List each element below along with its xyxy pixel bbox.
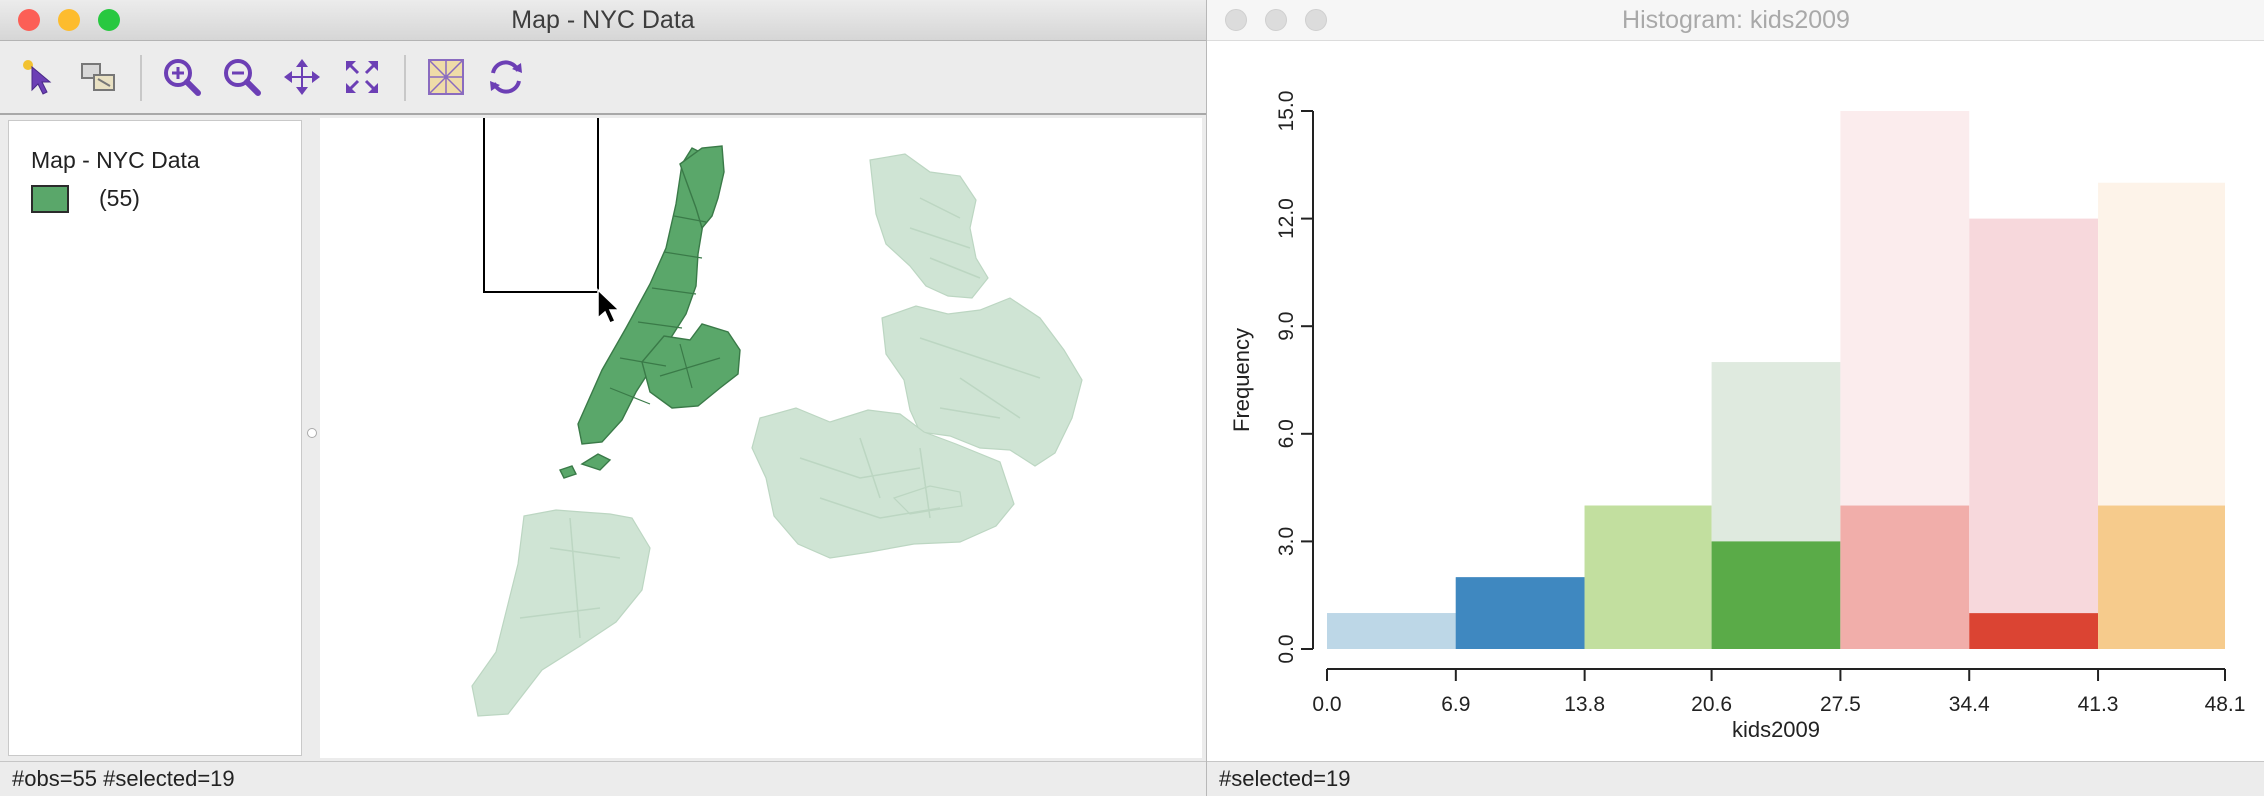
- x-tick-label: 20.6: [1691, 693, 1732, 716]
- mouse-cursor-icon: [597, 288, 621, 324]
- histogram-selected-bar-2[interactable]: [1584, 505, 1712, 649]
- map-toolbar: [0, 41, 1206, 115]
- zoom-out-icon: [224, 59, 261, 96]
- x-tick-label: 41.3: [2078, 693, 2119, 716]
- splitter-grip[interactable]: [307, 428, 317, 438]
- histogram-bar-5[interactable]: [1969, 218, 2099, 649]
- zoom-in-button[interactable]: [160, 55, 204, 99]
- selected-island[interactable]: [580, 453, 612, 471]
- close-window-button[interactable]: [18, 9, 40, 31]
- zoom-in-icon: [164, 59, 201, 96]
- legend-swatch[interactable]: [31, 185, 69, 213]
- close-window-button[interactable]: [1225, 9, 1247, 31]
- y-tick-label: 3.0: [1275, 527, 1298, 556]
- histogram-selected-bar-4[interactable]: [1840, 505, 1970, 649]
- legend-panel: Map - NYC Data (55): [8, 120, 302, 756]
- histogram-chart[interactable]: 0.0 3.0 6.0 9.0 12.0 15.0 Frequency 0.0 6.9 13.8 2…: [1207, 41, 2264, 761]
- map-status-text: #obs=55 #selected=19: [12, 766, 235, 791]
- x-tick-label: 27.5: [1820, 693, 1861, 716]
- pan-icon: [284, 59, 320, 95]
- select-pointer-icon: [23, 60, 52, 95]
- x-tick-label: 6.9: [1441, 693, 1470, 716]
- panel-splitter[interactable]: [306, 120, 318, 760]
- map-titlebar[interactable]: Map - NYC Data: [0, 0, 1206, 41]
- map-layer-icon: [428, 59, 464, 95]
- map-canvas[interactable]: [320, 107, 1202, 758]
- histogram-selected-bar-5[interactable]: [1969, 613, 2099, 649]
- select-tool-button[interactable]: [18, 55, 62, 99]
- y-tick-label: 6.0: [1275, 419, 1298, 448]
- histogram-selected-bar-3[interactable]: [1711, 541, 1841, 649]
- histogram-window: Histogram: kids2009 0.0 3.0 6.0 9.0 12.0 15.0…: [1206, 0, 2264, 796]
- toolbar-separator: [404, 55, 406, 101]
- selection-rectangle[interactable]: [483, 107, 599, 293]
- pan-button[interactable]: [280, 55, 324, 99]
- x-tick-label: 34.4: [1949, 693, 1990, 716]
- map-statusbar: #obs=55 #selected=19: [0, 761, 1206, 796]
- histogram-titlebar[interactable]: Histogram: kids2009: [1207, 0, 2264, 41]
- minimize-window-button[interactable]: [1265, 9, 1287, 31]
- selection-shape-icon: [81, 63, 115, 91]
- minimize-window-button[interactable]: [58, 9, 80, 31]
- zoom-window-button[interactable]: [98, 9, 120, 31]
- histogram-selected-bar-0[interactable]: [1327, 613, 1456, 649]
- queens-region[interactable]: [881, 297, 1083, 467]
- map-layer-button[interactable]: [424, 55, 468, 99]
- selected-regions[interactable]: [559, 145, 741, 479]
- histogram-window-title: Histogram: kids2009: [1622, 6, 1850, 34]
- x-tick-label: 48.1: [2205, 693, 2246, 716]
- x-tick-label: 0.0: [1312, 693, 1341, 716]
- selection-shape-button[interactable]: [76, 55, 120, 99]
- y-axis-label: Frequency: [1229, 328, 1254, 432]
- legend-title: Map - NYC Data: [31, 147, 200, 173]
- legend-category-count: (55): [99, 185, 140, 211]
- y-tick-label: 0.0: [1275, 634, 1298, 663]
- x-tick-label: 13.8: [1564, 693, 1605, 716]
- zoom-window-button[interactable]: [1305, 9, 1327, 31]
- histogram-status-text: #selected=19: [1219, 766, 1351, 791]
- unselected-regions[interactable]: [471, 153, 1083, 717]
- y-tick-label: 15.0: [1275, 91, 1298, 132]
- brooklyn-region[interactable]: [751, 407, 1015, 559]
- refresh-icon: [490, 60, 522, 94]
- zoom-out-button[interactable]: [220, 55, 264, 99]
- selected-island[interactable]: [559, 465, 577, 479]
- histogram-statusbar: #selected=19: [1207, 761, 2264, 796]
- bronx-region[interactable]: [869, 153, 989, 299]
- fit-to-window-button[interactable]: [340, 55, 384, 99]
- x-axis-label: kids2009: [1732, 717, 1820, 742]
- nyc-map[interactable]: [320, 107, 1202, 758]
- upper-manhattan-region[interactable]: [679, 145, 725, 230]
- western-queens-region[interactable]: [641, 323, 741, 409]
- toolbar-separator: [140, 55, 142, 101]
- y-tick-label: 12.0: [1275, 198, 1298, 239]
- refresh-button[interactable]: [484, 55, 528, 99]
- histogram-selected-bar-1[interactable]: [1455, 577, 1585, 649]
- histogram-selected-bar-6[interactable]: [2098, 505, 2225, 649]
- map-window: Map - NYC Data: [0, 0, 1206, 796]
- map-window-title: Map - NYC Data: [511, 6, 695, 34]
- fit-to-window-icon: [346, 61, 378, 93]
- y-tick-label: 9.0: [1275, 312, 1298, 341]
